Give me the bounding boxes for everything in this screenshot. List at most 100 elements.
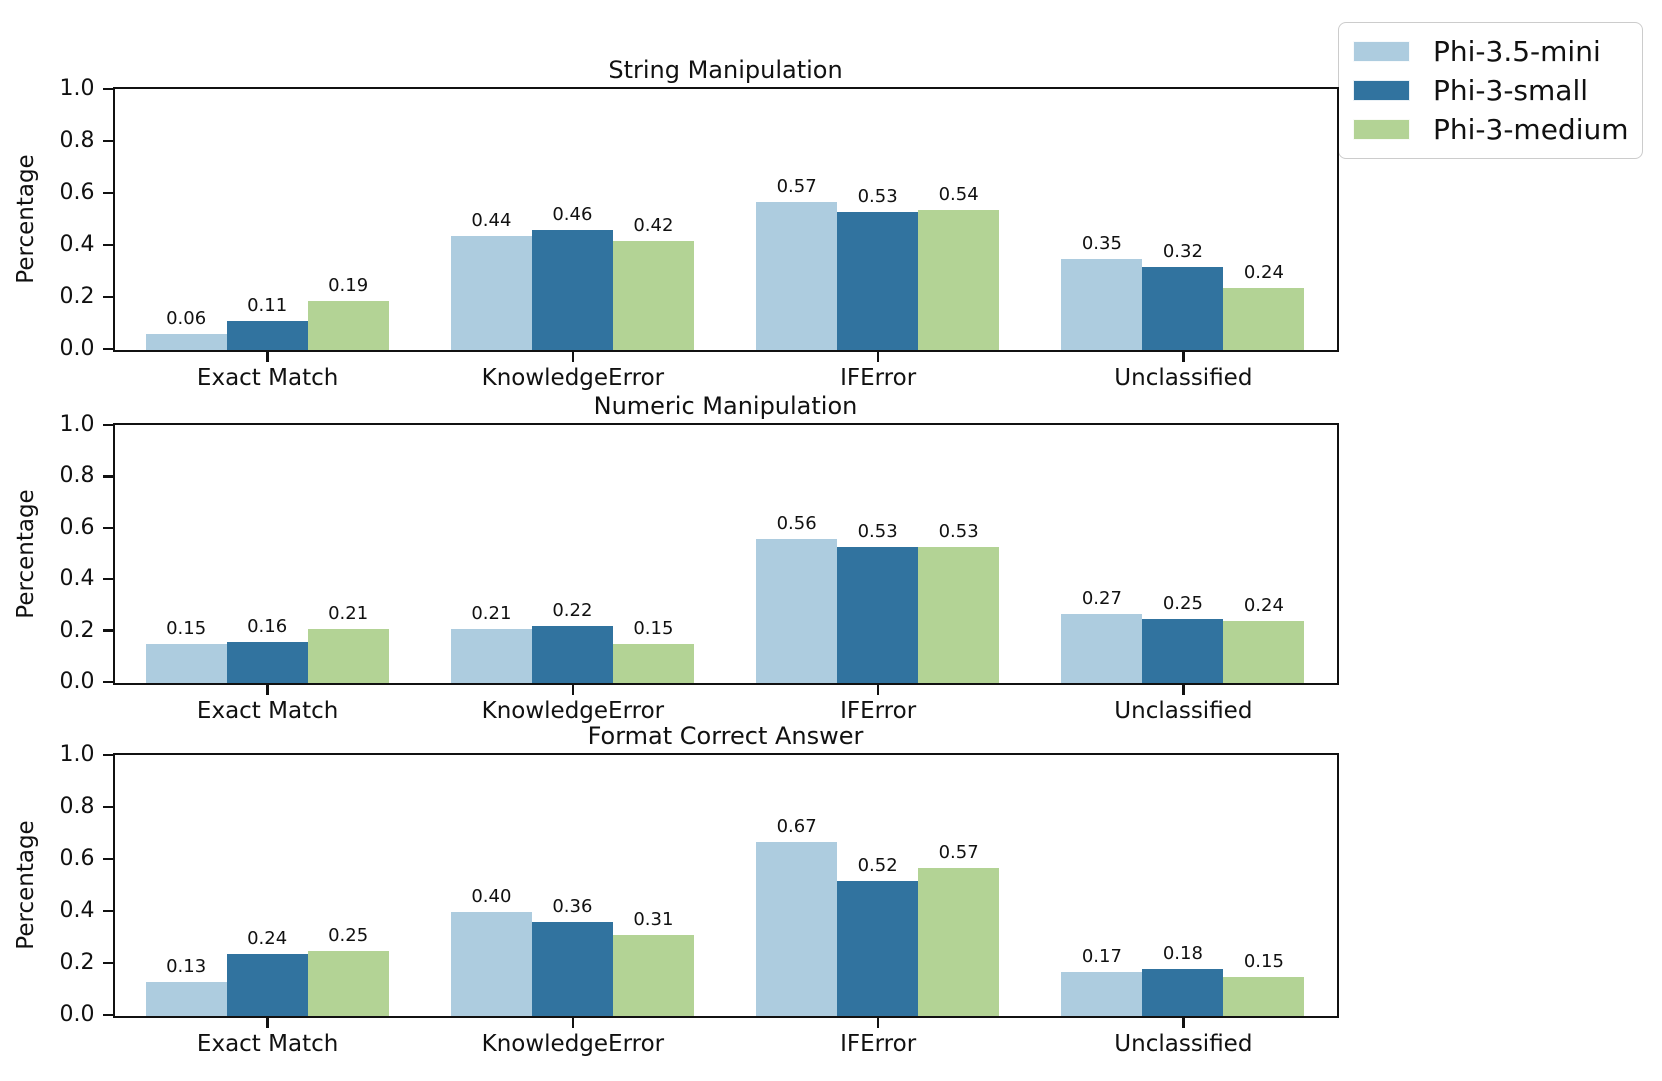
legend: Phi-3.5-mini Phi-3-small Phi-3-medium [1338, 22, 1643, 159]
x-tick-mark [266, 684, 269, 695]
bar-phi-3-small-1 [531, 625, 613, 683]
bar-phi-3-medium-1 [612, 643, 694, 683]
bar-value-label: 0.36 [552, 895, 593, 917]
legend-item-phi-3-medium: Phi-3-medium [1353, 110, 1629, 149]
y-axis-label: Percentage [13, 488, 39, 619]
y-tick-label: 0.2 [59, 950, 95, 975]
bar-phi-3-small-3 [1142, 618, 1224, 683]
plot-area-string-manipulation: 0.06 0.44 0.57 0.35 0.11 0.46 0.53 0.32 0.19 0.42… [112, 86, 1339, 352]
bar-phi-3-medium-3 [1223, 620, 1305, 683]
y-tick-mark [102, 139, 113, 143]
bar-phi-3-small-0 [226, 953, 308, 1016]
y-tick-label: 0.0 [59, 1002, 95, 1027]
bar-value-label: 0.15 [166, 617, 207, 639]
bar-value-label: 0.53 [857, 520, 898, 542]
bar-value-label: 0.52 [857, 854, 898, 876]
y-axis-label: Percentage [13, 154, 39, 284]
legend-label: Phi-3-medium [1433, 112, 1629, 146]
x-tick-label: KnowledgeError [481, 697, 665, 724]
y-tick-label: 0.0 [59, 336, 95, 361]
bar-phi-3-medium-3 [1223, 287, 1305, 350]
bar-phi-3.5-mini-2 [756, 841, 838, 1016]
bar-phi-3.5-mini-0 [145, 981, 227, 1016]
x-tick-mark [1182, 351, 1185, 362]
y-tick-mark [102, 680, 113, 684]
bar-phi-3-medium-1 [612, 240, 694, 350]
y-tick-label: 1.0 [59, 76, 95, 101]
bar-value-label: 0.35 [1081, 232, 1122, 254]
x-tick-mark [1182, 684, 1185, 695]
bar-value-label: 0.24 [247, 927, 288, 949]
x-tick-mark [571, 684, 575, 695]
bar-phi-3.5-mini-1 [450, 911, 532, 1016]
bar-value-label: 0.24 [1243, 594, 1284, 616]
bar-value-label: 0.53 [938, 520, 979, 542]
y-tick-mark [102, 475, 113, 478]
plot-area-format-correct-answer: 0.13 0.40 0.67 0.17 0.24 0.36 0.52 0.18 0.25 0.31… [112, 752, 1339, 1018]
bar-value-label: 0.53 [857, 185, 898, 207]
bar-phi-3.5-mini-1 [450, 628, 532, 683]
bar-phi-3.5-mini-3 [1061, 613, 1143, 683]
bar-value-label: 0.21 [328, 602, 369, 624]
y-tick-mark [102, 961, 113, 965]
y-tick-mark [102, 1013, 113, 1017]
y-tick-label: 1.0 [59, 412, 95, 437]
y-tick-label: 1.0 [59, 742, 95, 767]
x-tick-mark [266, 1017, 269, 1028]
y-tick-label: 0.8 [59, 794, 95, 819]
y-tick-label: 0.6 [59, 180, 95, 205]
y-tick-label: 0.2 [59, 617, 95, 643]
x-tick-label: KnowledgeError [481, 364, 665, 391]
legend-label: Phi-3-small [1433, 73, 1589, 107]
y-tick-mark [102, 857, 113, 861]
legend-swatch [1353, 119, 1410, 140]
bar-value-label: 0.25 [328, 924, 369, 946]
y-tick-mark [102, 243, 113, 247]
x-tick-mark [571, 351, 575, 362]
bar-phi-3-medium-3 [1223, 976, 1305, 1016]
bar-value-label: 0.54 [938, 183, 979, 205]
x-tick-label: IFError [840, 364, 917, 391]
x-tick-mark [876, 684, 880, 695]
bar-phi-3.5-mini-3 [1061, 971, 1143, 1016]
legend-item-phi-3.5-mini: Phi-3.5-mini [1353, 32, 1628, 71]
y-tick-label: 0.6 [59, 846, 95, 871]
y-tick-label: 0.4 [59, 566, 95, 592]
bar-value-label: 0.18 [1162, 942, 1203, 964]
x-tick-label: IFError [840, 1030, 917, 1057]
bar-value-label: 0.56 [776, 512, 817, 534]
x-tick-mark [571, 1017, 575, 1028]
bar-phi-3-small-3 [1142, 266, 1224, 350]
bar-phi-3.5-mini-0 [145, 333, 227, 350]
bar-phi-3.5-mini-2 [756, 538, 838, 683]
x-tick-label: Exact Match [196, 364, 339, 391]
y-tick-mark [102, 577, 113, 581]
y-tick-mark [102, 423, 113, 427]
bar-value-label: 0.21 [471, 602, 512, 624]
bar-value-label: 0.46 [552, 203, 593, 225]
x-tick-mark [876, 1017, 880, 1028]
bar-value-label: 0.32 [1162, 240, 1203, 262]
y-tick-mark [102, 909, 113, 913]
bar-phi-3-small-2 [837, 211, 919, 350]
bar-value-label: 0.31 [633, 908, 674, 930]
legend-label: Phi-3.5-mini [1433, 34, 1601, 68]
bar-phi-3-medium-0 [307, 300, 389, 350]
x-tick-label: KnowledgeError [481, 1030, 665, 1057]
bar-value-label: 0.16 [247, 615, 288, 637]
chart-title-string-manipulation: String Manipulation [608, 56, 843, 84]
bar-value-label: 0.22 [552, 599, 593, 621]
x-tick-mark [1182, 1017, 1185, 1028]
bar-value-label: 0.11 [247, 294, 288, 316]
x-tick-label: Unclassified [1114, 697, 1253, 724]
bar-value-label: 0.40 [471, 885, 512, 907]
y-tick-mark [102, 295, 113, 299]
y-tick-mark [102, 629, 113, 632]
bar-value-label: 0.44 [471, 209, 512, 231]
bar-value-label: 0.15 [1243, 950, 1284, 972]
bar-phi-3-small-3 [1142, 968, 1224, 1016]
y-tick-mark [102, 347, 113, 351]
y-tick-label: 0.4 [59, 232, 95, 257]
bar-value-label: 0.67 [776, 815, 817, 837]
